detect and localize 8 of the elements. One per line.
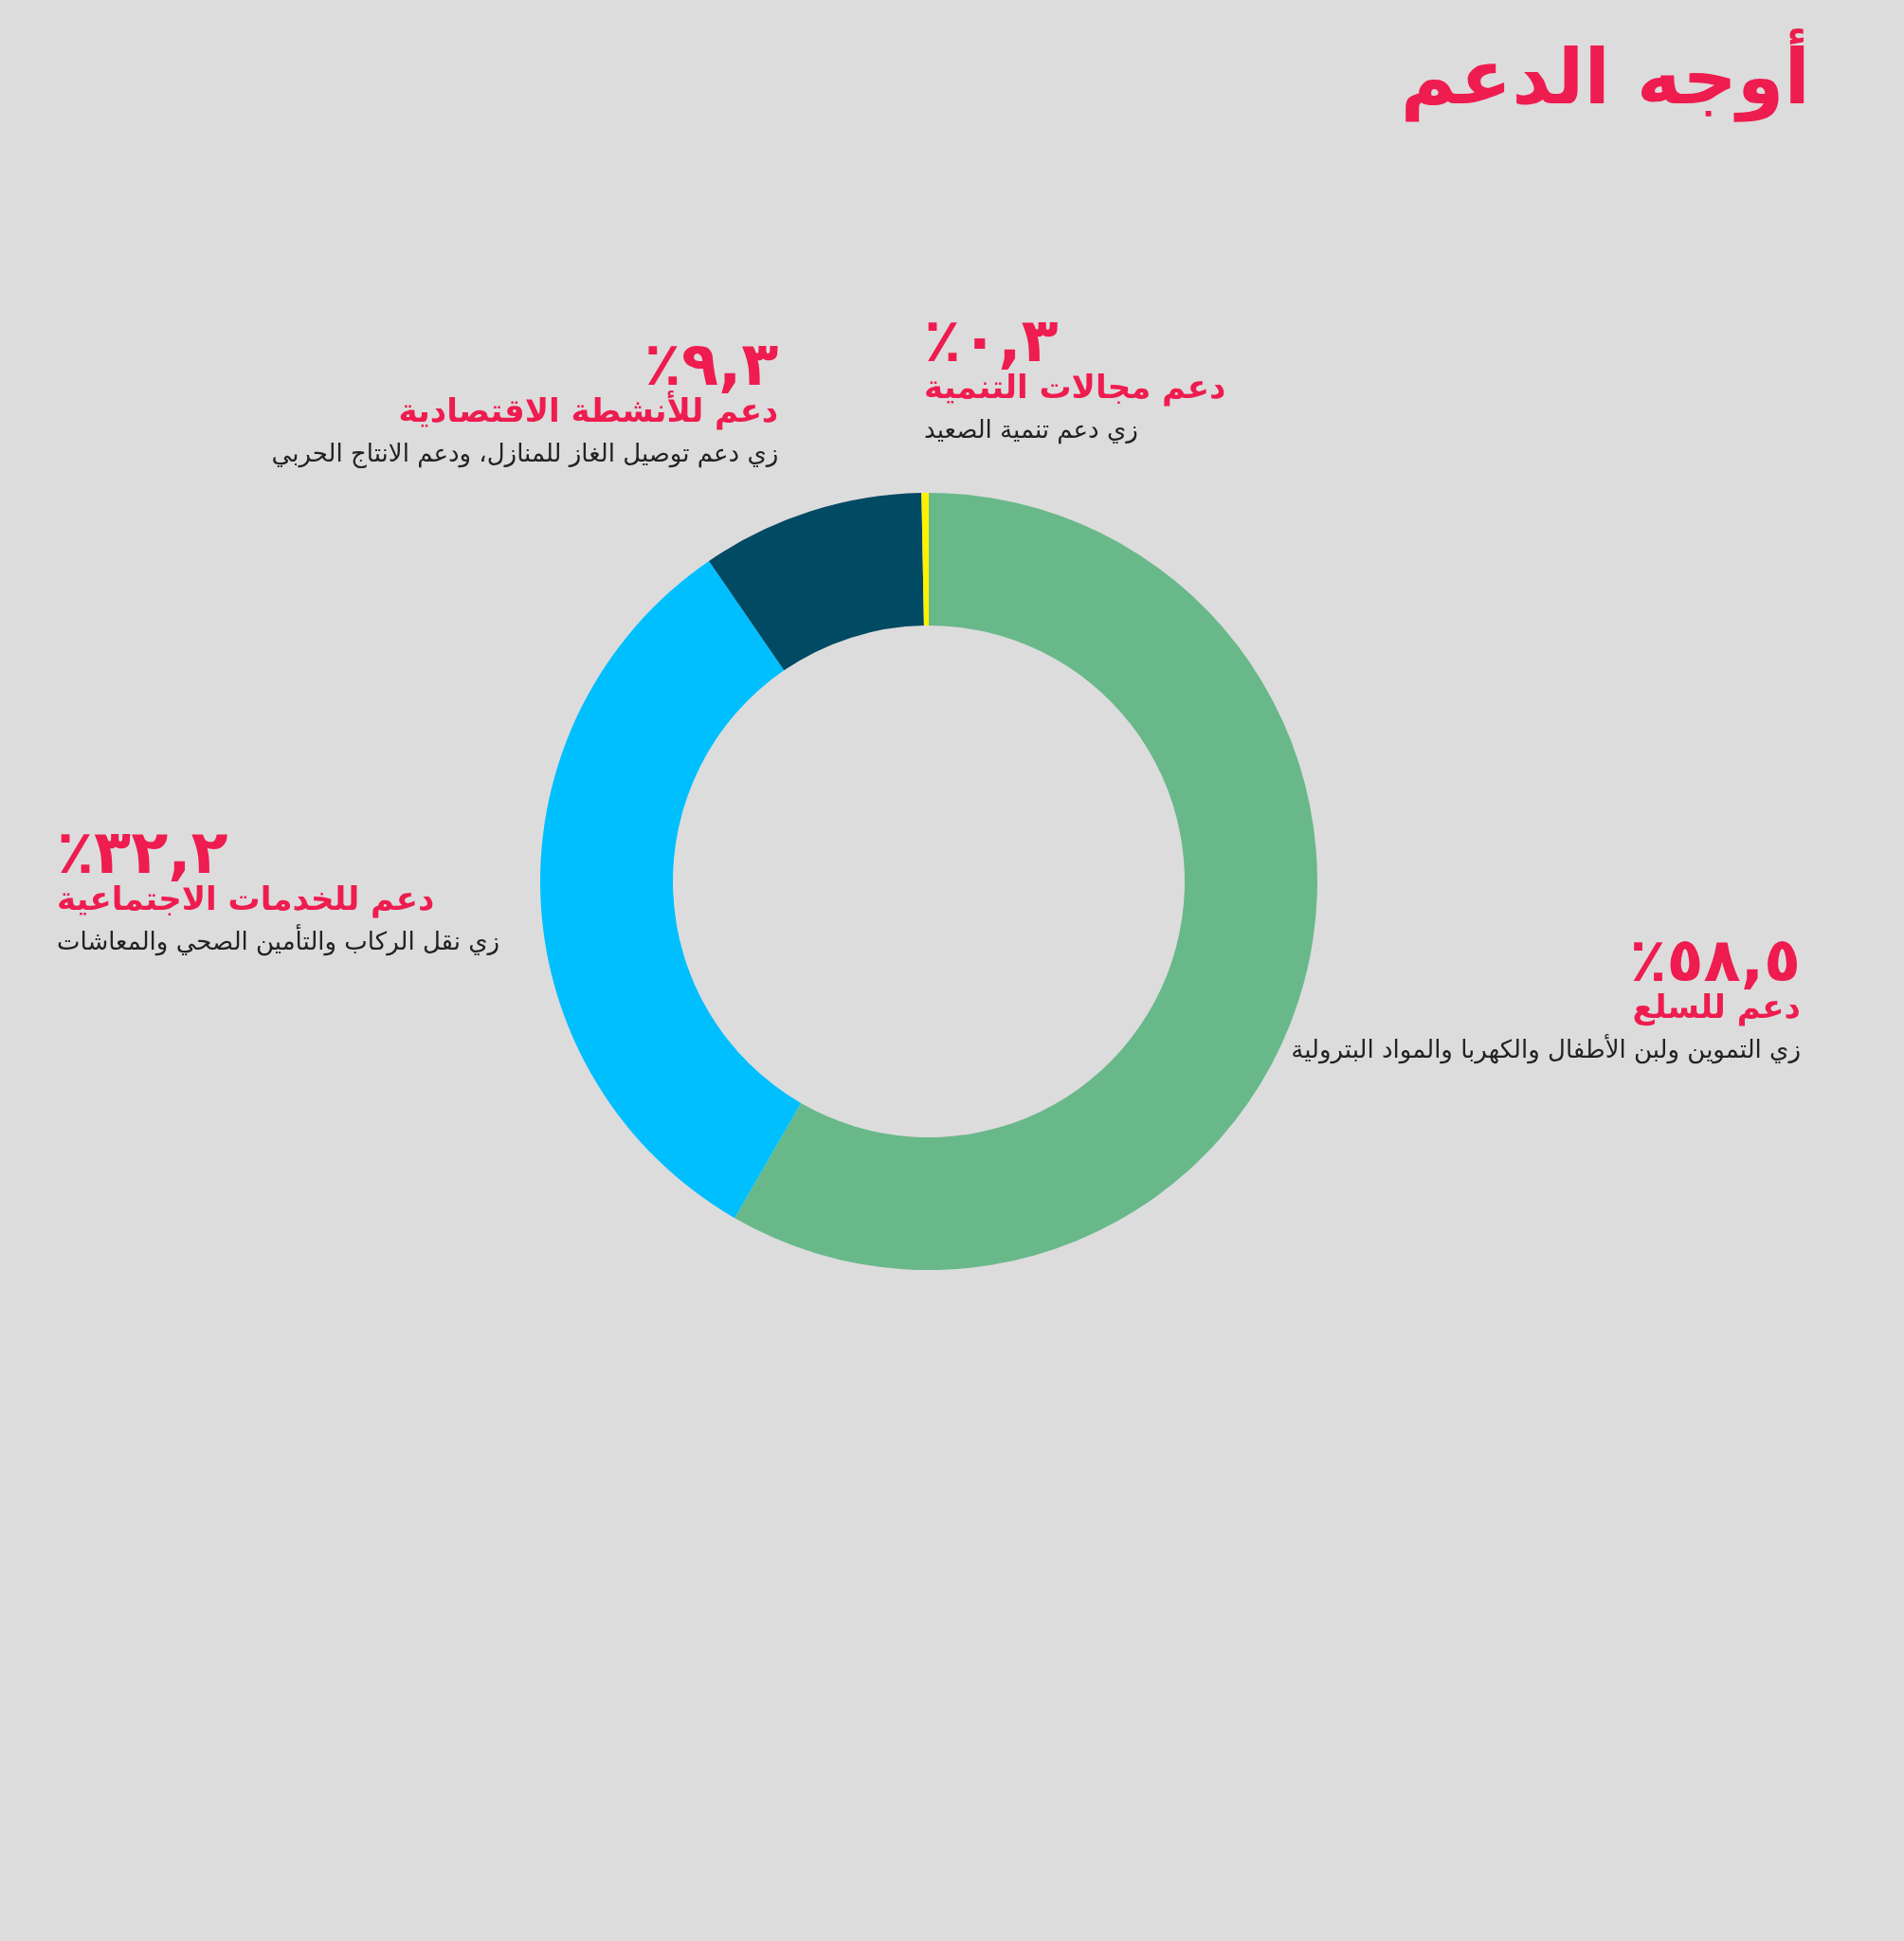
donut-slice (921, 493, 929, 626)
text: زي التموين ولبن الأطفال والكهربا والمواد البترولية (1291, 1033, 1801, 1065)
text: زي نقل الركاب والتأمين الصحي والمعاشات (57, 923, 500, 957)
chart-title: أوجه الدعم (1400, 28, 1810, 122)
text: زي دعم توصيل الغاز للمنازل، ودعم الانتاج الحربي (271, 438, 779, 468)
text: زي دعم تنمية الصعيد (924, 415, 1138, 445)
donut-slice (709, 493, 924, 671)
donut-slice (540, 560, 802, 1219)
